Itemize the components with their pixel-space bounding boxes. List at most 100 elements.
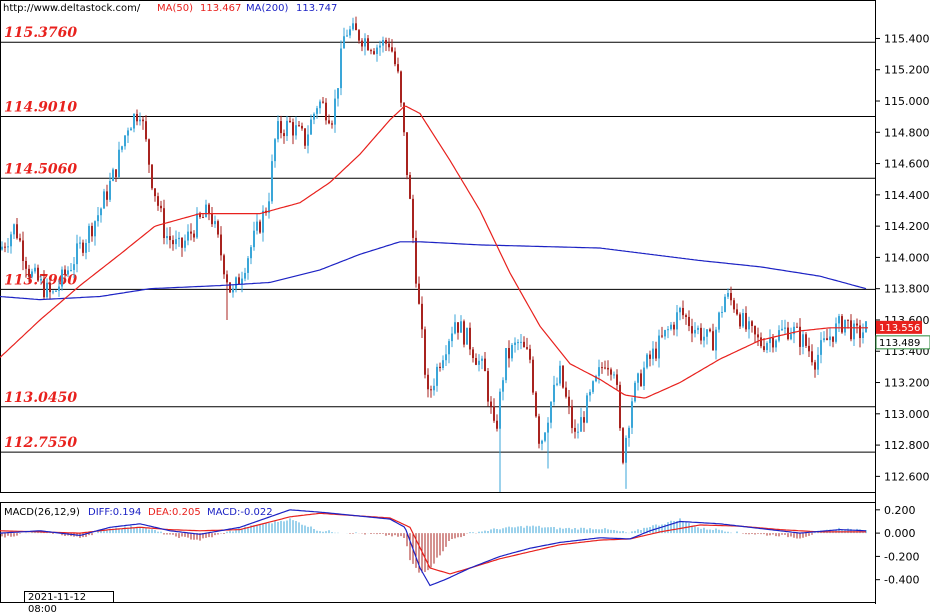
candle-body [745,313,747,330]
candle-body [256,221,258,231]
candle-body [454,322,456,334]
candle-body [472,349,474,359]
candle-body [505,348,507,381]
candle-body [328,120,330,124]
candle-body [112,169,114,181]
candle-body [25,261,27,269]
candle-body [109,180,111,200]
candle-body [400,71,402,103]
candle-body [13,224,15,235]
candle-body [202,217,204,219]
macd-tick-label: -0.400 [884,574,919,587]
candle-body [106,191,108,200]
candle-body [121,146,123,150]
candle-body [460,321,462,333]
candle-body [352,23,354,30]
site-url: http://www.deltastock.com/ [3,3,141,14]
level-label: 115.3760 [4,25,77,41]
candle-body [130,128,132,131]
candle-body [43,278,45,298]
candle-body [802,334,804,347]
candle-body [64,269,66,275]
candle-body [277,121,279,140]
candle-body [376,47,378,55]
candle-body [442,360,444,369]
candle-body [496,420,498,429]
candle-body [724,296,726,312]
candle-body [670,324,672,330]
candle-body [361,40,363,47]
candle-body [676,312,678,330]
y-tick-label: 114.400 [884,189,930,202]
candle-body [151,164,153,189]
y-tick-label: 112.800 [884,439,930,452]
candle-body [490,401,492,407]
ma-price-label: 113.489 [879,338,920,349]
candle-body [520,341,522,343]
candle-body [103,191,105,209]
candle-body [358,30,360,41]
candle-body [559,365,561,384]
candle-body [706,329,708,337]
candle-body [769,337,771,344]
candle-body [187,231,189,241]
y-tick-label: 115.000 [884,95,930,108]
candle-body [760,337,762,347]
candle-body [292,122,294,136]
candle-body [814,362,816,370]
y-tick-label: 115.200 [884,64,930,77]
candle-body [610,369,612,375]
candle-body [73,264,75,270]
candle-body [193,233,195,238]
candle-body [349,29,351,36]
candle-body [643,367,645,386]
candle-body [97,215,99,222]
candle-body [850,320,852,340]
candle-body [748,321,750,330]
candle-body [796,326,798,328]
candle-body [181,237,183,248]
ma200-value: 113.747 [296,3,338,14]
candle-body [673,324,675,330]
candle-body [322,101,324,103]
candle-body [136,113,138,122]
candle-body [133,113,135,129]
candle-body [235,277,237,289]
candle-body [4,246,6,248]
candle-body [394,51,396,65]
candle-body [145,121,147,140]
candle-body [220,234,222,256]
candle-body [652,348,654,359]
candle-body [451,333,453,342]
candle-body [730,293,732,301]
candle-body [337,88,339,99]
candle-body [34,267,36,272]
candle-body [667,329,669,331]
candle-body [736,309,738,315]
candle-body [838,316,840,324]
candle-body [436,366,438,386]
candle-body [808,345,810,352]
level-label: 112.7550 [4,435,77,451]
candle-body [700,327,702,341]
candle-body [781,328,783,331]
candle-body [625,437,627,463]
candle-body [175,239,177,245]
candle-body [697,327,699,330]
candle-body [664,330,666,337]
candle-body [550,401,552,423]
candle-body [445,354,447,361]
candle-body [232,288,234,293]
candle-body [274,139,276,162]
candle-body [40,278,42,281]
candle-body [772,337,774,348]
candle-body [763,346,765,351]
candle-body [217,221,219,235]
candle-body [67,270,69,275]
candle-body [553,384,555,402]
candle-body [286,120,288,137]
candle-body [91,225,93,237]
candle-body [334,98,336,125]
candle-body [703,336,705,341]
